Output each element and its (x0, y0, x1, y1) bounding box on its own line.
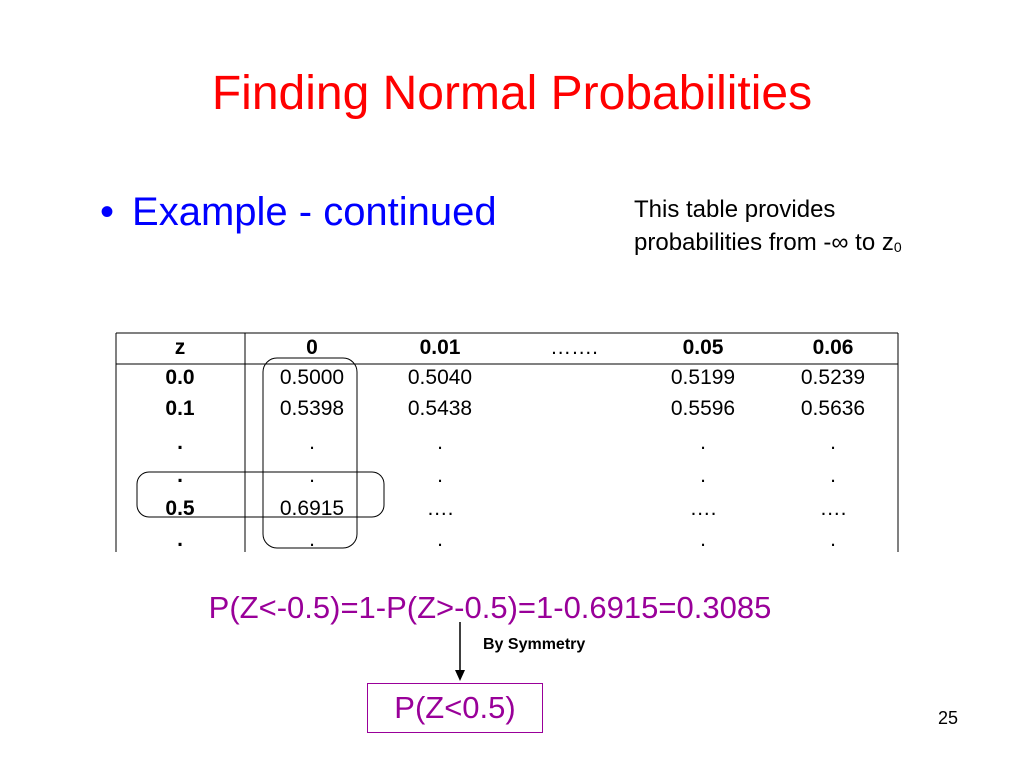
table-cell: …. (819, 497, 847, 520)
row-label: . (177, 431, 183, 454)
result-box: P(Z<0.5) (367, 683, 543, 733)
table-cell: …. (689, 497, 717, 520)
header-cell: ……. (550, 336, 598, 359)
note-subscript: 0 (893, 239, 902, 255)
header-cell: 0.05 (682, 336, 724, 359)
note-text: probabilities from -∞ to z (634, 229, 894, 256)
header-cell: z (174, 336, 186, 359)
table-cell: 0.5398 (279, 397, 345, 420)
row-label: 0.0 (165, 366, 195, 389)
table-cell: . (309, 528, 315, 551)
table-cell: 0.5636 (800, 397, 866, 420)
note-line: This table provides (634, 196, 836, 223)
row-label: . (177, 464, 183, 487)
annotation: By Symmetry (483, 636, 586, 653)
column-highlight (262, 357, 358, 549)
bullet: • Example - continued (100, 190, 497, 234)
table-cell: 0.5239 (800, 366, 866, 389)
table-cell: . (830, 464, 836, 487)
note-line: probabilities from -∞ to z0 (634, 229, 902, 257)
table-cell: . (437, 528, 443, 551)
table-cell: . (830, 431, 836, 454)
table-cell: . (309, 431, 315, 454)
row-label: 0.5 (165, 497, 195, 520)
table-cell: 0.6915 (279, 497, 345, 520)
table-cell: . (437, 431, 443, 454)
table-cell: . (700, 528, 706, 551)
arrow-head (455, 670, 465, 681)
table-cell: 0.5199 (670, 366, 736, 389)
table-cell: …. (426, 497, 454, 520)
table-cell: . (700, 464, 706, 487)
table-cell: 0.5596 (670, 397, 736, 420)
table-cell: . (830, 528, 836, 551)
header-cell: 0.01 (419, 336, 461, 359)
table-cell: 0.5438 (407, 397, 473, 420)
table-cell: 0.5040 (407, 366, 473, 389)
formula: P(Z<-0.5)=1-P(Z>-0.5)=1-0.6915=0.3085 (208, 590, 772, 625)
row-label: 0.1 (165, 397, 195, 420)
table-cell: . (700, 431, 706, 454)
page-number: 25 (938, 708, 959, 728)
table-cell: . (437, 464, 443, 487)
table-cell: 0.5000 (279, 366, 345, 389)
slide-title: Finding Normal Probabilities (211, 67, 813, 120)
bullet-text: Example - continued (132, 190, 497, 234)
row-label: . (177, 528, 183, 551)
header-cell: 0 (306, 336, 318, 359)
table-cell: . (309, 464, 315, 487)
header-cell: 0.06 (812, 336, 854, 359)
row-highlight (136, 471, 385, 518)
